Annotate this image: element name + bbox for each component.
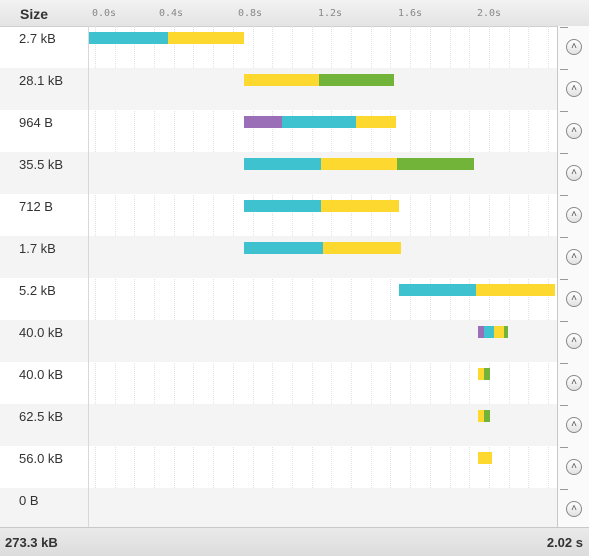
chevron-up-icon[interactable]: ˄ bbox=[566, 207, 582, 223]
waiting-segment bbox=[322, 242, 402, 254]
row-marker bbox=[560, 363, 568, 364]
timing-bar[interactable] bbox=[244, 158, 475, 170]
timing-bar[interactable] bbox=[244, 200, 400, 212]
waiting-segment bbox=[478, 410, 484, 422]
request-row[interactable]: 0 B bbox=[0, 488, 589, 530]
chevron-up-icon[interactable]: ˄ bbox=[566, 333, 582, 349]
waiting-segment bbox=[356, 116, 396, 128]
column-separator bbox=[88, 26, 89, 528]
request-size: 964 B bbox=[19, 115, 53, 130]
waiting-segment bbox=[167, 32, 245, 44]
timing-bar[interactable] bbox=[399, 284, 555, 296]
chevron-up-icon[interactable]: ˄ bbox=[566, 501, 582, 517]
connecting-segment bbox=[89, 32, 168, 44]
connecting-segment bbox=[244, 158, 321, 170]
chevron-up-icon[interactable]: ˄ bbox=[566, 417, 582, 433]
size-column-header[interactable]: Size bbox=[20, 6, 49, 22]
row-marker bbox=[560, 111, 568, 112]
timing-bar[interactable] bbox=[478, 326, 508, 338]
timing-bar[interactable] bbox=[478, 410, 490, 422]
request-row[interactable]: 40.0 kB bbox=[0, 320, 589, 362]
request-size: 40.0 kB bbox=[19, 367, 64, 382]
row-marker bbox=[560, 195, 568, 196]
receiving-segment bbox=[483, 368, 490, 380]
chevron-up-icon[interactable]: ˄ bbox=[566, 375, 582, 391]
time-tick-label: 0.4s bbox=[159, 8, 184, 19]
request-size: 35.5 kB bbox=[19, 157, 64, 172]
blocking-segment bbox=[244, 116, 282, 128]
request-size: 1.7 kB bbox=[19, 241, 56, 256]
chevron-up-icon[interactable]: ˄ bbox=[566, 123, 582, 139]
connecting-segment bbox=[483, 326, 494, 338]
waiting-segment bbox=[320, 200, 400, 212]
request-row[interactable]: 1.7 kB bbox=[0, 236, 589, 278]
request-row[interactable]: 5.2 kB bbox=[0, 278, 589, 320]
time-tick-label: 0.0s bbox=[92, 8, 117, 19]
chevron-up-icon[interactable]: ˄ bbox=[566, 291, 582, 307]
row-marker bbox=[560, 237, 568, 238]
row-marker bbox=[560, 321, 568, 322]
total-time: 2.02 s bbox=[546, 535, 583, 550]
blocking-segment bbox=[478, 326, 484, 338]
request-size: 28.1 kB bbox=[19, 73, 64, 88]
chevron-up-icon[interactable]: ˄ bbox=[566, 249, 582, 265]
row-marker bbox=[560, 27, 568, 28]
chevron-up-icon[interactable]: ˄ bbox=[566, 459, 582, 475]
receiving-segment bbox=[503, 326, 508, 338]
row-marker bbox=[560, 279, 568, 280]
connecting-segment bbox=[244, 200, 321, 212]
row-marker bbox=[560, 447, 568, 448]
request-row[interactable]: 40.0 kB bbox=[0, 362, 589, 404]
summary-footer: 273.3 kB 2.02 s bbox=[0, 527, 589, 556]
time-tick-label: 2.0s bbox=[477, 8, 502, 19]
chevron-up-icon[interactable]: ˄ bbox=[566, 81, 582, 97]
request-size: 56.0 kB bbox=[19, 451, 64, 466]
request-row[interactable]: 2.7 kB bbox=[0, 26, 589, 68]
row-marker bbox=[560, 69, 568, 70]
waiting-segment bbox=[320, 158, 398, 170]
timing-bar[interactable] bbox=[244, 116, 396, 128]
timing-bar[interactable] bbox=[244, 242, 402, 254]
waiting-segment bbox=[244, 74, 319, 86]
expand-column bbox=[557, 26, 589, 528]
time-tick-label: 1.6s bbox=[398, 8, 423, 19]
time-tick-label: 0.8s bbox=[238, 8, 263, 19]
connecting-segment bbox=[399, 284, 477, 296]
request-row[interactable]: 35.5 kB bbox=[0, 152, 589, 194]
row-marker bbox=[560, 489, 568, 490]
connecting-segment bbox=[281, 116, 357, 128]
waiting-segment bbox=[478, 452, 492, 464]
receiving-segment bbox=[318, 74, 394, 86]
request-size: 2.7 kB bbox=[19, 31, 56, 46]
request-row[interactable]: 28.1 kB bbox=[0, 68, 589, 110]
chevron-up-icon[interactable]: ˄ bbox=[566, 165, 582, 181]
request-size: 712 B bbox=[19, 199, 53, 214]
waterfall-header: Size 0.0s 0.4s 0.8s 1.2s 1.6s 2.0s bbox=[0, 0, 589, 27]
request-row[interactable]: 62.5 kB bbox=[0, 404, 589, 446]
row-marker bbox=[560, 405, 568, 406]
waiting-segment bbox=[493, 326, 504, 338]
timing-bar[interactable] bbox=[478, 452, 492, 464]
receiving-segment bbox=[483, 410, 490, 422]
timing-bar[interactable] bbox=[89, 32, 245, 44]
row-marker bbox=[560, 153, 568, 154]
request-row[interactable]: 712 B bbox=[0, 194, 589, 236]
request-size: 62.5 kB bbox=[19, 409, 64, 424]
waiting-segment bbox=[476, 284, 555, 296]
request-row[interactable]: 56.0 kB bbox=[0, 446, 589, 488]
timing-bar[interactable] bbox=[244, 74, 394, 86]
connecting-segment bbox=[244, 242, 323, 254]
time-tick-label: 1.2s bbox=[318, 8, 343, 19]
timing-bar[interactable] bbox=[478, 368, 490, 380]
request-size: 40.0 kB bbox=[19, 325, 64, 340]
request-size: 0 B bbox=[19, 493, 39, 508]
total-size: 273.3 kB bbox=[5, 535, 58, 550]
request-size: 5.2 kB bbox=[19, 283, 56, 298]
receiving-segment bbox=[397, 158, 475, 170]
request-row[interactable]: 964 B bbox=[0, 110, 589, 152]
chevron-up-icon[interactable]: ˄ bbox=[566, 39, 582, 55]
waiting-segment bbox=[478, 368, 484, 380]
